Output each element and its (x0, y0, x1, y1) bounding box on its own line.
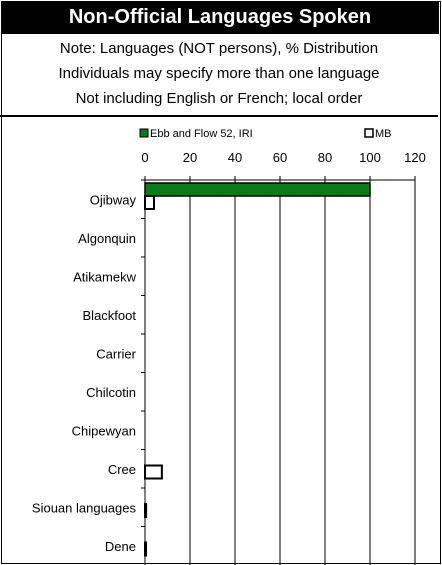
category-label: Ojibway (90, 192, 137, 207)
legend-swatch-series2 (364, 128, 374, 138)
bar-series2 (144, 195, 155, 210)
x-tick-label: 40 (228, 150, 242, 165)
chart-title: Non-Official Languages Spoken (1, 1, 439, 34)
category-label: Siouan languages (32, 500, 137, 515)
category-label: Atikamekw (73, 269, 136, 284)
category-label: Carrier (96, 346, 136, 361)
category-label: Chilcotin (86, 385, 136, 400)
category-label: Blackfoot (83, 308, 137, 323)
x-tick-label: 0 (141, 150, 148, 165)
category-label: Dene (105, 539, 136, 554)
legend-swatch-series1 (139, 128, 149, 138)
note-line-2: Individuals may specify more than one la… (58, 65, 380, 82)
category-label: Cree (108, 462, 136, 477)
legend-label-series2: MB (375, 128, 392, 140)
legend-label-series1: Ebb and Flow 52, IRI (150, 128, 253, 140)
category-label: Chipewyan (72, 423, 136, 438)
x-tick-label: 60 (273, 150, 287, 165)
x-tick-label: 100 (359, 150, 381, 165)
x-tick-label: 80 (318, 150, 332, 165)
x-tick-label: 120 (404, 150, 426, 165)
note-line-3: Not including English or French; local o… (75, 90, 363, 107)
note-line-1: Note: Languages (NOT persons), % Distrib… (59, 40, 379, 57)
bar-series2 (144, 503, 148, 518)
x-tick-label: 20 (183, 150, 197, 165)
bar-series2 (144, 541, 147, 557)
category-label: Algonquin (78, 231, 136, 246)
bar-series2 (144, 464, 163, 480)
bar-series1 (144, 182, 371, 197)
chart-notes: Note: Languages (NOT persons), % Distrib… (0, 34, 438, 117)
